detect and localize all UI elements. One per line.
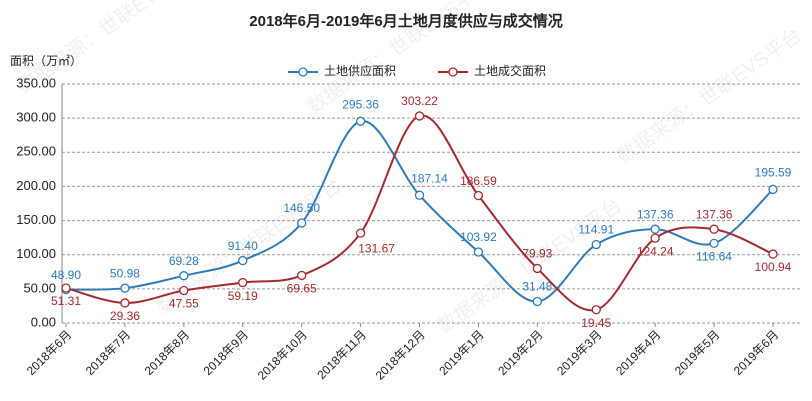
point-marker xyxy=(650,233,660,243)
data-label: 100.94 xyxy=(755,260,792,274)
data-label: 91.40 xyxy=(228,239,258,253)
data-label: 47.55 xyxy=(169,297,199,311)
y-tick-label: 250.00 xyxy=(16,144,56,159)
data-label: 295.36 xyxy=(342,97,379,111)
data-label: 31.48 xyxy=(522,280,552,294)
legend-marker xyxy=(448,67,458,77)
point-marker xyxy=(355,116,366,126)
point-marker xyxy=(473,247,484,257)
point-marker xyxy=(414,190,425,200)
data-label: 187.14 xyxy=(411,171,448,185)
data-label: 19.45 xyxy=(581,316,611,330)
point-marker xyxy=(591,305,601,315)
point-marker xyxy=(297,270,307,281)
data-label: 50.98 xyxy=(110,266,140,280)
point-marker xyxy=(238,255,248,266)
x-tick-label: 2018年9月 xyxy=(201,327,251,377)
y-tick-label: 50.00 xyxy=(23,280,56,295)
data-label: 137.36 xyxy=(637,207,674,221)
point-marker xyxy=(179,271,189,281)
x-tick-label: 2019年3月 xyxy=(554,327,604,377)
point-marker xyxy=(650,224,660,234)
y-tick-label: 100.00 xyxy=(16,246,56,261)
point-marker xyxy=(591,239,601,250)
point-marker xyxy=(179,285,189,296)
y-axis-label: 面积（万㎡） xyxy=(10,54,82,68)
y-tick-label: 150.00 xyxy=(16,212,56,227)
y-tick-label: 350.00 xyxy=(16,75,56,90)
point-marker xyxy=(120,283,130,293)
point-marker xyxy=(355,228,366,238)
data-label: 114.91 xyxy=(578,223,614,237)
point-marker xyxy=(532,263,542,274)
data-label: 51.31 xyxy=(51,294,81,308)
x-tick-label: 2018年8月 xyxy=(142,327,192,377)
point-marker xyxy=(768,184,778,195)
point-marker xyxy=(238,277,248,288)
point-marker xyxy=(709,238,719,249)
data-label: 124.24 xyxy=(637,244,674,258)
x-tick-label: 2018年12月 xyxy=(373,327,428,382)
data-label: 79.93 xyxy=(522,247,552,261)
legend-label: 土地成交面积 xyxy=(474,63,546,78)
x-tick-label: 2019年2月 xyxy=(495,327,545,377)
data-label: 131.67 xyxy=(358,241,395,255)
data-label: 137.36 xyxy=(696,207,733,221)
x-tick-label: 2019年5月 xyxy=(672,327,722,377)
data-label: 146.50 xyxy=(283,201,320,215)
point-marker xyxy=(120,298,130,308)
data-label: 69.28 xyxy=(169,254,199,268)
y-tick-label: 0.00 xyxy=(31,314,56,329)
data-label: 116.64 xyxy=(696,250,732,264)
x-tick-label: 2019年4月 xyxy=(613,327,663,377)
data-label: 303.22 xyxy=(401,94,438,108)
data-label: 103.92 xyxy=(460,230,497,244)
point-marker xyxy=(414,111,425,121)
watermark: 数据来源：世联EVS平台 xyxy=(613,23,806,168)
data-label: 29.36 xyxy=(110,309,140,323)
point-marker xyxy=(473,190,484,201)
x-tick-label: 2018年6月 xyxy=(24,327,74,377)
x-tick-label: 2018年7月 xyxy=(83,327,133,377)
point-marker xyxy=(297,218,307,228)
x-tick-label: 2018年11月 xyxy=(314,327,369,382)
point-marker xyxy=(709,224,719,234)
point-marker xyxy=(532,296,542,307)
data-label: 186.59 xyxy=(460,174,497,188)
x-tick-label: 2019年6月 xyxy=(731,327,781,377)
y-tick-label: 300.00 xyxy=(16,110,56,125)
series-line xyxy=(65,114,774,312)
legend-marker xyxy=(298,67,308,77)
x-tick-label: 2018年10月 xyxy=(255,327,310,382)
point-marker xyxy=(61,283,71,293)
data-label: 69.65 xyxy=(287,282,317,296)
data-label: 48.90 xyxy=(51,268,81,282)
chart-title: 2018年6月-2019年6月土地月度供应与成交情况 xyxy=(249,12,562,30)
point-marker xyxy=(768,249,778,259)
data-label: 59.19 xyxy=(228,289,258,303)
legend-label: 土地供应面积 xyxy=(324,63,396,78)
y-tick-label: 200.00 xyxy=(16,178,56,193)
data-label: 195.59 xyxy=(755,166,792,180)
